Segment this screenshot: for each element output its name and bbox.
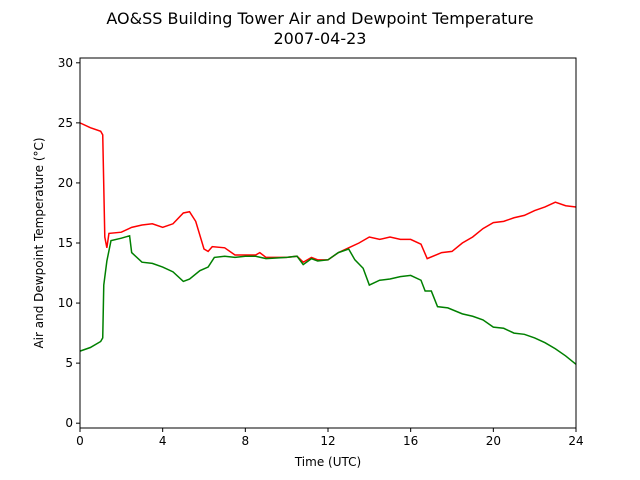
y-tick-label: 15	[58, 236, 73, 250]
x-tick-label: 24	[568, 434, 583, 448]
y-axis-label: Air and Dewpoint Temperature (°C)	[32, 137, 46, 348]
plot-frame	[79, 57, 577, 429]
x-axis-label: Time (UTC)	[294, 455, 361, 469]
x-tick-label: 4	[159, 434, 167, 448]
x-tick-label: 12	[320, 434, 335, 448]
data-line	[79, 234, 577, 365]
x-tick-label: 8	[242, 434, 250, 448]
y-tick-label: 5	[65, 356, 73, 370]
chart-subtitle: 2007-04-23	[274, 29, 367, 48]
x-tick-label: 0	[76, 434, 84, 448]
x-tick-label: 20	[486, 434, 501, 448]
y-tick-label: 20	[58, 176, 73, 190]
chart-title: AO&SS Building Tower Air and Dewpoint Te…	[106, 9, 533, 28]
y-tick-label: 25	[58, 116, 73, 130]
y-tick-label: 30	[58, 56, 73, 70]
data-line	[79, 122, 577, 264]
y-tick-label: 10	[58, 296, 73, 310]
x-tick-label: 16	[403, 434, 418, 448]
y-tick-label: 0	[65, 416, 73, 430]
